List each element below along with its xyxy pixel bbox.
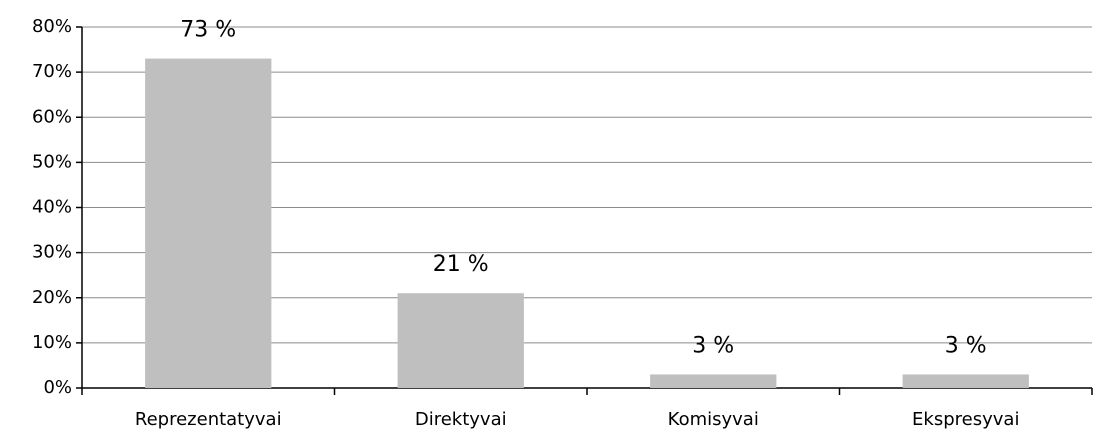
x-tick-label: Ekspresyvai [912,409,1019,430]
y-tick-label: 70% [32,61,72,82]
y-tick-label: 50% [32,151,72,172]
value-label: 21 % [433,252,489,277]
y-tick-label: 40% [32,197,72,218]
y-tick-label: 20% [32,287,72,308]
bar [397,293,524,388]
y-tick-label: 0% [43,377,72,398]
y-tick-label: 60% [32,106,72,127]
y-tick-label: 10% [32,332,72,353]
bar [902,374,1029,388]
value-label: 73 % [180,18,236,43]
y-tick-label: 30% [32,242,72,263]
x-tick-label: Komisyvai [668,409,759,430]
bar [650,374,777,388]
x-tick-label: Reprezentatyvai [135,409,282,430]
x-tick-label: Direktyvai [415,409,507,430]
bar [145,58,272,389]
y-tick-label: 80% [32,16,72,37]
value-label: 3 % [692,333,734,358]
value-label: 3 % [945,333,987,358]
